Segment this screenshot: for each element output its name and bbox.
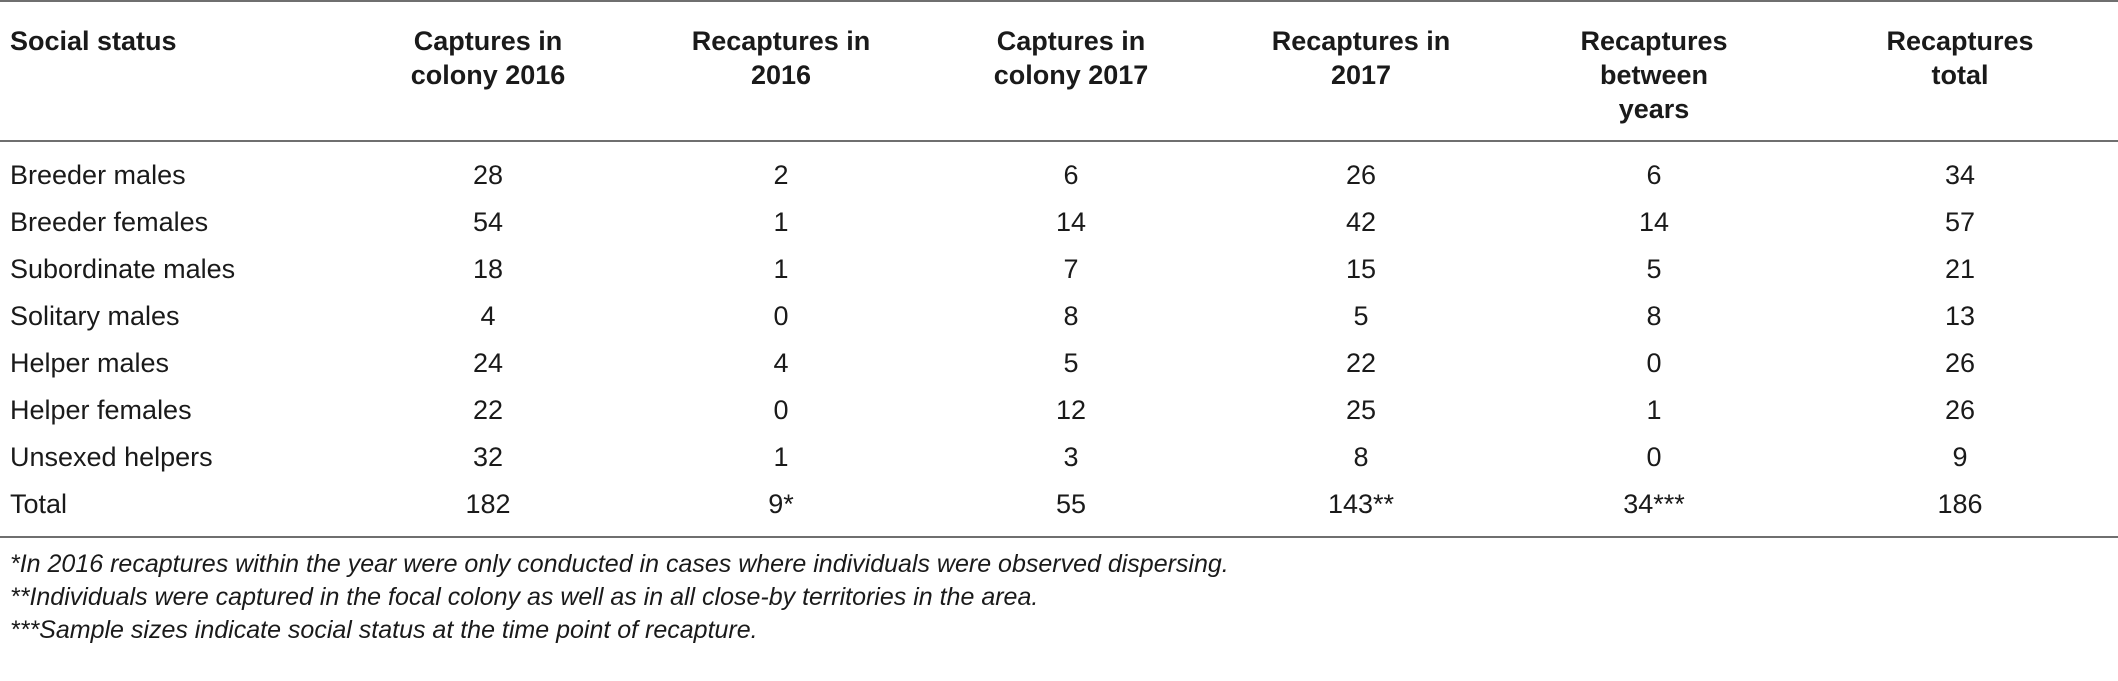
table-cell: 54 bbox=[472, 207, 504, 237]
column-header-label: Captures in colony 2017 bbox=[993, 26, 1149, 90]
table-cell: 2 bbox=[773, 160, 789, 190]
column-header-label: Recaptures total bbox=[1886, 26, 2034, 90]
table-cell: 14 bbox=[1055, 207, 1087, 237]
table-cell: 3 bbox=[1063, 442, 1079, 472]
table-row: Total 182 9* 55 143** 34*** 186 bbox=[0, 481, 2118, 537]
column-header-label: Recaptures in 2017 bbox=[1271, 26, 1451, 90]
table-cell: 7 bbox=[1063, 254, 1079, 284]
table-cell: 34 bbox=[1944, 160, 1976, 190]
table-cell: 0 bbox=[773, 301, 789, 331]
table-cell: 5 bbox=[1353, 301, 1369, 331]
table-cell: 186 bbox=[1937, 489, 1983, 519]
table-cell: 0 bbox=[773, 395, 789, 425]
table-row: Breeder females 54 1 14 42 14 57 bbox=[0, 199, 2118, 246]
table-cell: 26 bbox=[1944, 395, 1976, 425]
data-table: Social status Captures in colony 2016 Re… bbox=[0, 1, 2118, 537]
table-cell: 57 bbox=[1944, 207, 1976, 237]
table-cell: 6 bbox=[1646, 160, 1662, 190]
column-header: Captures in colony 2016 bbox=[340, 1, 636, 141]
column-header: Captures in colony 2017 bbox=[926, 1, 1216, 141]
header-row: Social status Captures in colony 2016 Re… bbox=[0, 1, 2118, 141]
table-cell: 9* bbox=[768, 489, 794, 519]
table-cell: 1 bbox=[773, 207, 789, 237]
table-cell: 0 bbox=[1646, 348, 1662, 378]
table-cell: 4 bbox=[773, 348, 789, 378]
table-row: Breeder males 28 2 6 26 6 34 bbox=[0, 141, 2118, 199]
table-container: Social status Captures in colony 2016 Re… bbox=[0, 1, 2118, 647]
table-cell: 42 bbox=[1345, 207, 1377, 237]
row-label-cell: Helper males bbox=[10, 348, 170, 378]
table-cell: 12 bbox=[1055, 395, 1087, 425]
table-cell: 18 bbox=[472, 254, 504, 284]
table-cell: 25 bbox=[1345, 395, 1377, 425]
table-body: Breeder males 28 2 6 26 6 34 Breeder females 54 1… bbox=[0, 141, 2118, 537]
table-cell: 55 bbox=[1055, 489, 1087, 519]
table-cell: 8 bbox=[1353, 442, 1369, 472]
column-header: Recaptures total bbox=[1802, 1, 2118, 141]
table-cell: 182 bbox=[465, 489, 511, 519]
column-header: Recaptures in 2017 bbox=[1216, 1, 1506, 141]
column-header-label: Recaptures in 2016 bbox=[691, 26, 871, 90]
table-cell: 5 bbox=[1646, 254, 1662, 284]
table-cell: 143** bbox=[1327, 489, 1395, 519]
table-row: Helper males 24 4 5 22 0 26 bbox=[0, 340, 2118, 387]
table-cell: 26 bbox=[1345, 160, 1377, 190]
table-cell: 15 bbox=[1345, 254, 1377, 284]
table-cell: 9 bbox=[1952, 442, 1968, 472]
footnote: ***Sample sizes indicate social status a… bbox=[10, 616, 758, 644]
row-label-cell: Helper females bbox=[10, 395, 192, 425]
table-cell: 13 bbox=[1944, 301, 1976, 331]
table-row: Solitary males 4 0 8 5 8 13 bbox=[0, 293, 2118, 340]
table-cell: 1 bbox=[1646, 395, 1662, 425]
table-row: Helper females 22 0 12 25 1 26 bbox=[0, 387, 2118, 434]
table-cell: 0 bbox=[1646, 442, 1662, 472]
table-cell: 14 bbox=[1638, 207, 1670, 237]
row-label-cell: Breeder males bbox=[10, 160, 186, 190]
table-cell: 5 bbox=[1063, 348, 1079, 378]
table-cell: 4 bbox=[480, 301, 496, 331]
table-cell: 1 bbox=[773, 442, 789, 472]
row-label-cell: Subordinate males bbox=[10, 254, 236, 284]
table-cell: 1 bbox=[773, 254, 789, 284]
table-cell: 26 bbox=[1944, 348, 1976, 378]
row-label-cell: Unsexed helpers bbox=[10, 442, 213, 472]
table-cell: 34*** bbox=[1623, 489, 1685, 519]
table-row: Unsexed helpers 32 1 3 8 0 9 bbox=[0, 434, 2118, 481]
table-cell: 8 bbox=[1646, 301, 1662, 331]
table-cell: 21 bbox=[1944, 254, 1976, 284]
footnote: *In 2016 recaptures within the year were… bbox=[10, 550, 1229, 578]
footnote: **Individuals were captured in the focal… bbox=[10, 583, 1039, 611]
table-cell: 32 bbox=[472, 442, 504, 472]
table-cell: 24 bbox=[472, 348, 504, 378]
column-header: Social status bbox=[10, 26, 177, 56]
row-label-cell: Total bbox=[10, 489, 68, 519]
column-header-label: Recaptures between years bbox=[1580, 26, 1728, 124]
table-row: Subordinate males 18 1 7 15 5 21 bbox=[0, 246, 2118, 293]
row-label-cell: Solitary males bbox=[10, 301, 180, 331]
table-cell: 28 bbox=[472, 160, 504, 190]
table-cell: 22 bbox=[1345, 348, 1377, 378]
footnotes: *In 2016 recaptures within the year were… bbox=[0, 538, 2118, 647]
table-cell: 22 bbox=[472, 395, 504, 425]
row-label-cell: Breeder females bbox=[10, 207, 209, 237]
table-cell: 8 bbox=[1063, 301, 1079, 331]
table-cell: 6 bbox=[1063, 160, 1079, 190]
column-header-label: Captures in colony 2016 bbox=[410, 26, 566, 90]
table-header: Social status Captures in colony 2016 Re… bbox=[0, 1, 2118, 141]
column-header: Recaptures in 2016 bbox=[636, 1, 926, 141]
column-header: Recaptures between years bbox=[1506, 1, 1802, 141]
